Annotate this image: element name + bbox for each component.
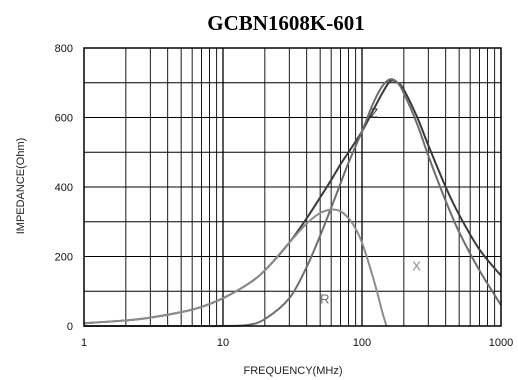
y-tick-label: 0	[67, 321, 73, 333]
y-tick-label: 800	[55, 43, 73, 55]
series-x-curve	[83, 208, 388, 327]
x-tick-label: 100	[353, 337, 371, 349]
x-tick-label: 10	[217, 337, 229, 349]
series-r-label: R	[320, 291, 329, 306]
tick-labels: 1 10 100 1000 0 200 400 600 800	[55, 43, 514, 349]
x-axis-label: FREQUENCY(MHz)	[244, 365, 343, 377]
series-r-curve	[84, 78, 502, 328]
y-axis-label: IMPEDANCE(Ohm)	[15, 138, 27, 235]
x-tick-label: 1000	[489, 337, 513, 349]
plot-frame	[83, 47, 502, 327]
series-z-label: Z	[370, 106, 378, 121]
y-tick-label: 400	[55, 182, 73, 194]
curves	[83, 78, 502, 328]
y-tick-label: 600	[55, 113, 73, 125]
series-z-curve	[83, 79, 502, 325]
x-tick-label: 1	[81, 337, 87, 349]
series-labels: Z R X	[320, 106, 421, 307]
series-x-label: X	[412, 258, 421, 273]
chart-title: GCBN1608K-601	[207, 11, 365, 35]
y-tick-label: 200	[55, 252, 73, 264]
grid	[84, 48, 501, 326]
